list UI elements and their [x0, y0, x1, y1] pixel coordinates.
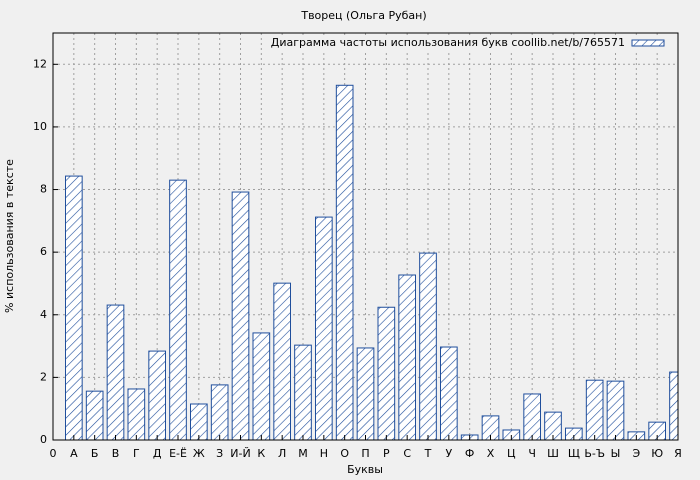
x-tick-label: П — [361, 447, 369, 460]
y-tick-label: 10 — [33, 120, 47, 133]
bar — [565, 427, 583, 440]
bar — [669, 371, 678, 440]
x-tick-label: Ш — [547, 447, 559, 460]
y-axis-label: % использования в тексте — [3, 159, 16, 313]
x-tick-label: Е-Ё — [169, 447, 187, 460]
x-tick-label: Ь-Ъ — [584, 447, 605, 460]
x-tick-label: Ж — [193, 447, 205, 460]
bar — [65, 175, 83, 440]
x-tick-label: Л — [278, 447, 286, 460]
bar — [419, 252, 437, 440]
x-tick-label: Э — [632, 447, 640, 460]
x-tick-label: В — [112, 447, 120, 460]
chart-title: Творец (Ольга Рубан) — [300, 9, 426, 22]
bar — [106, 304, 125, 440]
x-tick-label: Р — [383, 447, 390, 460]
bar — [335, 84, 354, 440]
x-tick-label: Т — [424, 447, 432, 460]
bar — [377, 306, 396, 440]
x-tick-label: Ц — [507, 447, 516, 460]
bar — [210, 384, 229, 440]
bar — [440, 346, 458, 440]
bar — [231, 191, 250, 440]
bar — [85, 390, 104, 440]
y-tick-label: 6 — [40, 245, 47, 258]
x-tick-label: З — [216, 447, 223, 460]
x-tick-label: Д — [153, 447, 162, 460]
bar — [148, 350, 166, 440]
y-tick-label: 0 — [40, 433, 47, 446]
bar — [398, 274, 417, 440]
bar — [523, 393, 541, 440]
bar — [190, 403, 208, 440]
x-tick-label: И-Й — [230, 447, 250, 460]
legend-background — [278, 35, 673, 51]
x-tick-label: 0 — [50, 447, 57, 460]
y-tick-label: 12 — [33, 57, 47, 70]
x-tick-label: Щ — [568, 447, 580, 460]
x-axis-label: Буквы — [347, 463, 383, 476]
x-tick-label: Ф — [465, 447, 474, 460]
x-tick-label: Ю — [651, 447, 663, 460]
x-tick-label: О — [340, 447, 349, 460]
bar — [315, 216, 333, 440]
y-tick-label: 8 — [40, 183, 47, 196]
x-tick-label: Б — [91, 447, 99, 460]
x-tick-label: Ч — [528, 447, 536, 460]
legend-label: Диаграмма частоты использования букв coo… — [271, 36, 625, 49]
legend-swatch — [631, 39, 665, 47]
bar — [273, 282, 292, 440]
x-tick-label: Я — [674, 447, 682, 460]
bar — [252, 332, 271, 440]
bar — [356, 347, 375, 440]
bar — [127, 388, 146, 440]
x-tick-label: К — [257, 447, 265, 460]
x-tick-label: Н — [320, 447, 328, 460]
x-tick-label: М — [298, 447, 308, 460]
x-tick-label: С — [403, 447, 411, 460]
bar — [585, 379, 604, 440]
x-tick-label: Ы — [611, 447, 621, 460]
y-tick-label: 2 — [40, 370, 47, 383]
x-tick-label: А — [70, 447, 78, 460]
x-tick-label: Г — [133, 447, 140, 460]
x-tick-label: У — [445, 447, 452, 460]
bar — [169, 179, 187, 440]
bar — [294, 344, 312, 440]
bar — [606, 380, 625, 440]
x-tick-label: Х — [487, 447, 495, 460]
y-tick-label: 4 — [40, 308, 47, 321]
